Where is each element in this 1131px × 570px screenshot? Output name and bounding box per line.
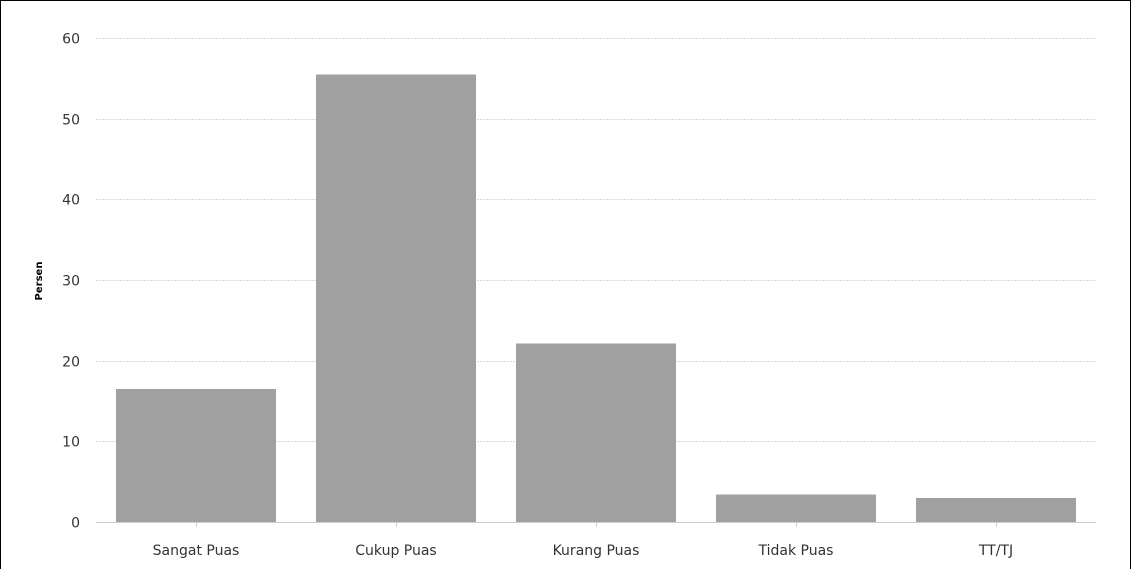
- bars: [116, 74, 1076, 523]
- x-tick-label: TT/TJ: [978, 543, 1013, 559]
- y-tick-label: 10: [62, 435, 80, 451]
- y-tick-label: 60: [62, 32, 80, 48]
- bar[interactable]: [116, 388, 276, 522]
- bar[interactable]: [516, 343, 676, 522]
- y-axis-title: Persen: [34, 262, 45, 301]
- y-tick-label: 40: [62, 193, 80, 209]
- x-tick-label: Cukup Puas: [355, 543, 436, 559]
- x-tick-labels: Sangat Puas Cukup Puas Kurang Puas Tidak Pu…: [153, 543, 1013, 559]
- y-axis: 0 10 20 30 40 50 60: [62, 32, 80, 532]
- bar[interactable]: [716, 494, 876, 522]
- bar[interactable]: [316, 74, 476, 523]
- x-axis: [96, 522, 1096, 527]
- bar[interactable]: [916, 497, 1076, 522]
- x-tick-label: Tidak Puas: [758, 543, 834, 559]
- y-tick-label: 0: [71, 516, 80, 532]
- y-tick-label: 30: [62, 274, 80, 290]
- x-tick-label: Kurang Puas: [553, 543, 640, 559]
- y-tick-label: 50: [62, 113, 80, 129]
- x-tick-label: Sangat Puas: [153, 543, 240, 559]
- y-tick-label: 20: [62, 355, 80, 371]
